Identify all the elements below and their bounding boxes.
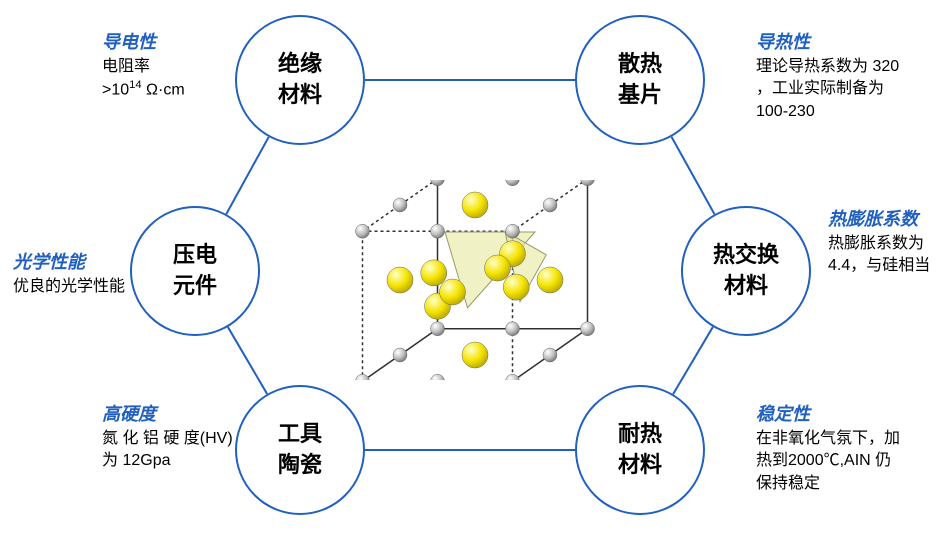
lbl1: 导电性电阻率>1014 Ω·cm <box>102 28 232 102</box>
node5: 工具 陶瓷 <box>235 385 365 515</box>
center-crystal-structure <box>350 180 600 385</box>
connector-line <box>673 327 713 394</box>
lbl2: 导热性理论导热系数为 320 ，工业实际制备为100-230 <box>756 28 906 123</box>
lbl4-title: 稳定性 <box>756 400 906 426</box>
node6-text: 压电 元件 <box>173 240 217 302</box>
node4: 耐热 材料 <box>575 385 705 515</box>
lbl1-title: 导电性 <box>102 28 232 54</box>
lbl6-desc: 优良的光学性能 <box>13 276 153 298</box>
lbl4: 稳定性在非氧化气氛下，加热到2000℃,AIN 仍保持稳定 <box>756 400 906 495</box>
node3: 热交换 材料 <box>681 206 811 336</box>
node3-text: 热交换 材料 <box>713 240 779 302</box>
lbl1-desc: 电阻率>1014 Ω·cm <box>102 56 232 102</box>
lbl2-title: 导热性 <box>756 28 906 54</box>
lbl5: 高硬度氮 化 铝 硬 度(HV)为 12Gpa <box>102 400 234 473</box>
lbl5-desc: 氮 化 铝 硬 度(HV)为 12Gpa <box>102 428 234 473</box>
lbl6-title: 光学性能 <box>13 248 153 274</box>
lbl2-desc: 理论导热系数为 320 ，工业实际制备为100-230 <box>756 56 906 123</box>
connector-line <box>672 137 715 214</box>
lbl4-desc: 在非氧化气氛下，加热到2000℃,AIN 仍保持稳定 <box>756 428 906 495</box>
connector-line <box>228 327 267 394</box>
node1: 绝缘 材料 <box>235 15 365 145</box>
lbl5-title: 高硬度 <box>102 400 234 426</box>
lbl3-title: 热膨胀系数 <box>828 205 943 231</box>
node2-text: 散热 基片 <box>618 49 662 111</box>
lbl3-desc: 热膨胀系数为4.4，与硅相当 <box>828 233 943 278</box>
node4-text: 耐热 材料 <box>618 419 662 481</box>
node2: 散热 基片 <box>575 15 705 145</box>
connector-line <box>226 137 268 214</box>
lbl6: 光学性能优良的光学性能 <box>13 248 153 298</box>
node1-text: 绝缘 材料 <box>278 49 322 111</box>
node5-text: 工具 陶瓷 <box>278 419 322 481</box>
lbl3: 热膨胀系数热膨胀系数为4.4，与硅相当 <box>828 205 943 278</box>
